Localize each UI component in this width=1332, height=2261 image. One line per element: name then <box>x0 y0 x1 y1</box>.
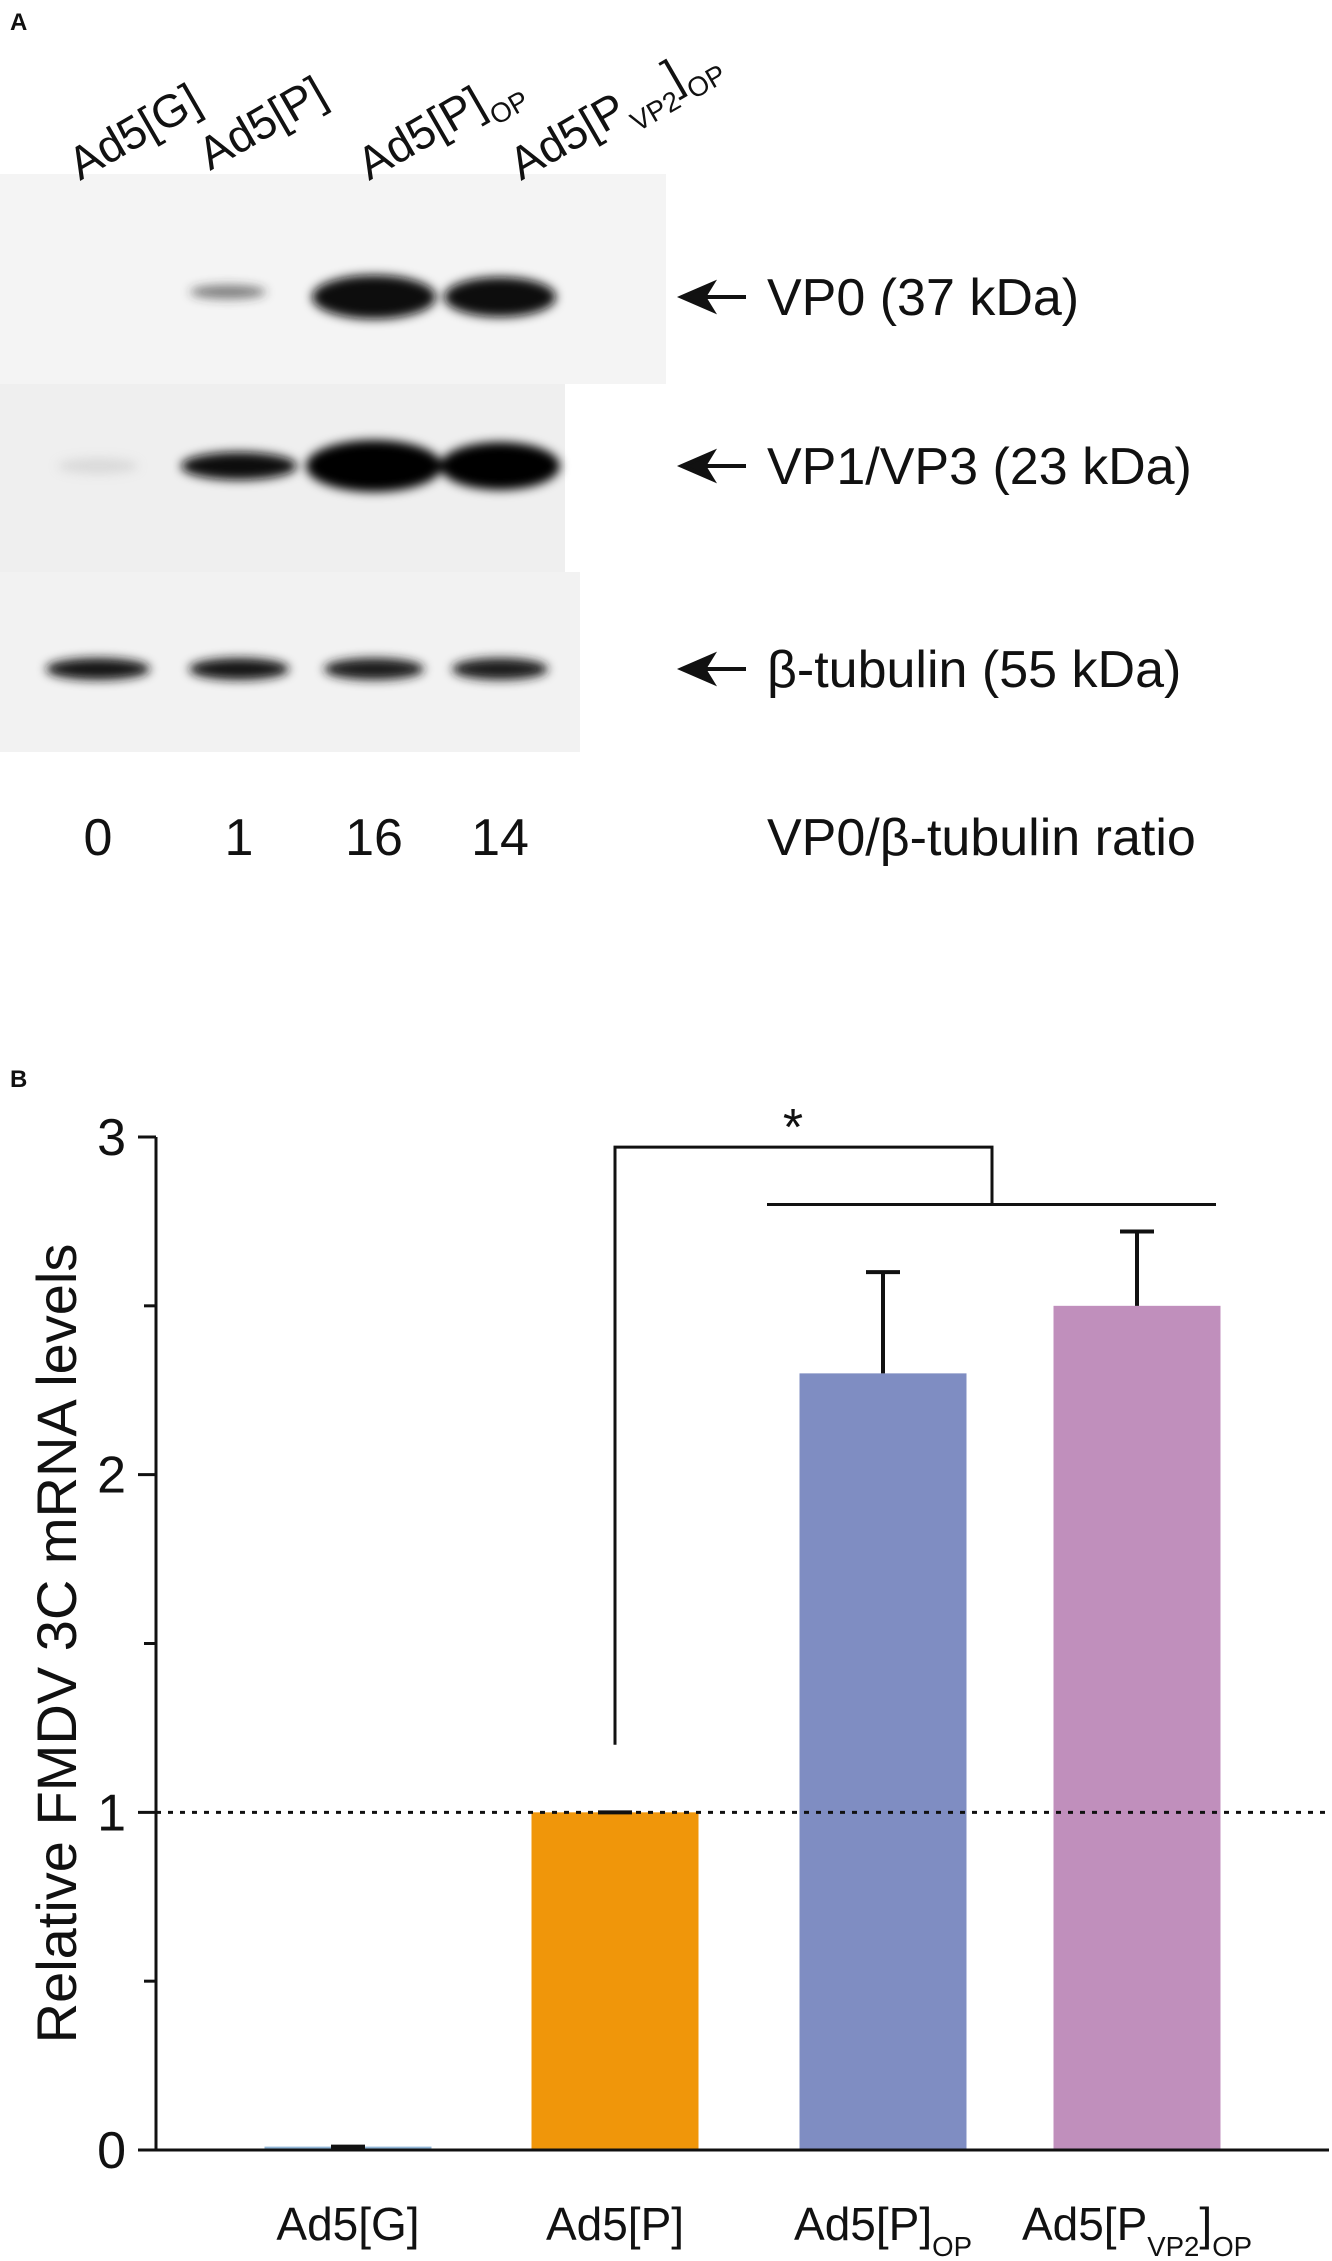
band-label: VP1/VP3 (23 kDa) <box>767 438 1192 496</box>
label-part: ] <box>1199 2198 1212 2250</box>
x-tick-label: Ad5[P] <box>546 2198 684 2250</box>
arrow-head <box>676 651 718 687</box>
subscript: OP <box>1212 2231 1252 2261</box>
ratio-value: 1 <box>225 809 254 867</box>
label-part: Ad5[P] <box>546 2198 684 2250</box>
panel-label: A <box>10 9 27 36</box>
band <box>444 277 556 317</box>
significance-label: * <box>783 1099 803 1157</box>
blot-panel <box>0 174 666 384</box>
ratio-value: 14 <box>471 809 529 867</box>
band <box>190 285 266 299</box>
arrow-head <box>676 448 718 484</box>
band <box>306 440 442 492</box>
x-tick-label: Ad5[G] <box>276 2198 419 2250</box>
bar <box>799 1373 967 2150</box>
ratio-value: 0 <box>84 809 113 867</box>
band <box>46 658 150 680</box>
bar <box>531 1812 699 2150</box>
y-tick-label: 1 <box>97 1784 126 1842</box>
subscript: OP <box>484 84 534 131</box>
label-part: Ad5[P <box>1022 2198 1147 2250</box>
band <box>189 658 289 680</box>
label-part: Ad5[P] <box>189 66 335 180</box>
y-axis-title: Relative FMDV 3C mRNA levels <box>25 1244 88 2044</box>
bar <box>1053 1305 1221 2150</box>
western-blot <box>0 174 666 752</box>
x-tick-label: Ad5[PVP2]OP <box>1022 2198 1252 2261</box>
label-part: Ad5[P] <box>348 76 494 190</box>
arrow-head <box>676 279 718 315</box>
label-part: Ad5[P] <box>794 2198 932 2250</box>
significance-bracket <box>613 1145 994 1745</box>
subscript: OP <box>932 2231 972 2261</box>
band <box>58 458 138 474</box>
band <box>440 442 560 490</box>
subscript: OP <box>681 58 731 105</box>
ratio-label: VP0/β-tubulin ratio <box>767 809 1196 867</box>
ratio-value: 16 <box>345 809 403 867</box>
band <box>312 275 436 319</box>
panel-label: B <box>10 1066 27 1093</box>
band <box>181 452 297 480</box>
lane-label: Ad5[P] <box>189 66 335 180</box>
arrows <box>676 279 746 687</box>
label-part: Ad5[G] <box>59 73 209 190</box>
label-part: Ad5[G] <box>276 2198 419 2250</box>
y-tick-label: 2 <box>97 1447 126 1505</box>
y-tick-label: 0 <box>97 2122 126 2180</box>
band-label: β-tubulin (55 kDa) <box>767 641 1181 699</box>
subscript: VP2 <box>1147 2231 1199 2261</box>
band <box>324 658 424 680</box>
x-tick-label: Ad5[P]OP <box>794 2198 972 2261</box>
band-label: VP0 (37 kDa) <box>767 269 1079 327</box>
lane-label: Ad5[G] <box>59 73 209 190</box>
y-tick-label: 3 <box>97 1109 126 1167</box>
band <box>452 658 548 680</box>
